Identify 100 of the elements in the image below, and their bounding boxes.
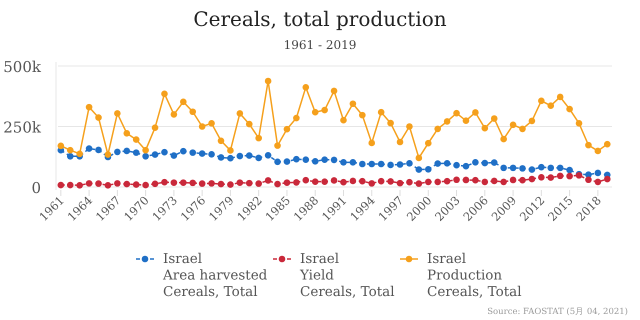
- point: [321, 106, 328, 114]
- legend-label: Israel Production Cereals, Total: [427, 251, 522, 300]
- point: [490, 178, 498, 184]
- point: [378, 160, 384, 168]
- point: [114, 110, 121, 117]
- point: [246, 152, 253, 159]
- point: [424, 166, 432, 173]
- point: [208, 120, 215, 127]
- point: [462, 117, 470, 124]
- point: [538, 174, 545, 181]
- point: [368, 140, 376, 146]
- point: [594, 170, 602, 176]
- point: [152, 151, 158, 158]
- point: [490, 115, 498, 122]
- point: [482, 160, 488, 166]
- point: [330, 156, 338, 164]
- point: [293, 114, 300, 122]
- point: [406, 178, 413, 186]
- point: [472, 109, 479, 116]
- point: [218, 154, 224, 161]
- point: [406, 123, 413, 130]
- point: [132, 181, 140, 188]
- point: [152, 180, 158, 188]
- point: [246, 180, 253, 186]
- point: [227, 154, 234, 162]
- point: [604, 176, 611, 182]
- point: [58, 182, 64, 188]
- point: [293, 179, 300, 186]
- point: [189, 180, 196, 186]
- point: [453, 110, 460, 116]
- point: [142, 152, 149, 160]
- point: [453, 176, 460, 184]
- point: [434, 160, 441, 167]
- point: [321, 156, 328, 163]
- point: [104, 151, 112, 158]
- point: [340, 178, 347, 186]
- point: [104, 182, 112, 189]
- point: [114, 180, 121, 187]
- point: [396, 161, 404, 168]
- point: [302, 84, 310, 91]
- point: [123, 130, 130, 137]
- point: [556, 164, 564, 172]
- point: [350, 100, 356, 108]
- point: [236, 152, 244, 160]
- point: [556, 94, 564, 100]
- point: [566, 172, 573, 180]
- point: [274, 158, 281, 166]
- y-tick-label: 0: [31, 179, 41, 197]
- point: [321, 178, 328, 185]
- point: [330, 88, 338, 94]
- point: [284, 158, 290, 165]
- point: [444, 160, 450, 167]
- point: [359, 178, 366, 184]
- point: [472, 159, 479, 166]
- point: [482, 178, 488, 186]
- point: [462, 176, 470, 184]
- point: [519, 176, 526, 184]
- point: [293, 156, 300, 162]
- point: [284, 179, 290, 186]
- point: [161, 90, 168, 98]
- point: [132, 149, 140, 156]
- legend-label: Israel Area harvested Cereals, Total: [162, 251, 268, 300]
- point: [123, 180, 130, 188]
- point: [585, 142, 592, 148]
- point: [444, 178, 450, 184]
- point: [208, 180, 215, 187]
- legend-label: Israel Yield Cereals, Total: [299, 251, 395, 300]
- point: [180, 98, 187, 106]
- point: [236, 179, 244, 186]
- point: [462, 162, 470, 170]
- point: [264, 177, 272, 184]
- point: [189, 108, 196, 116]
- point: [76, 150, 83, 158]
- point: [86, 104, 92, 110]
- point: [264, 152, 272, 159]
- point: [255, 180, 262, 187]
- point: [170, 179, 178, 186]
- point: [396, 180, 404, 186]
- point: [406, 160, 413, 167]
- y-tick-label: 250k: [3, 118, 42, 136]
- point: [500, 164, 507, 172]
- point: [528, 118, 536, 124]
- point: [170, 152, 178, 159]
- point: [152, 124, 158, 132]
- point: [264, 78, 272, 84]
- point: [528, 166, 536, 173]
- point: [312, 178, 319, 185]
- point: [444, 118, 450, 125]
- point: [227, 181, 234, 188]
- point: [58, 142, 64, 150]
- point: [434, 178, 441, 186]
- point: [416, 154, 422, 162]
- point: [76, 182, 83, 189]
- point: [95, 146, 102, 154]
- point: [330, 177, 338, 184]
- point: [472, 176, 479, 184]
- point: [142, 146, 149, 154]
- point: [350, 159, 356, 166]
- point: [576, 120, 582, 127]
- point: [180, 148, 187, 154]
